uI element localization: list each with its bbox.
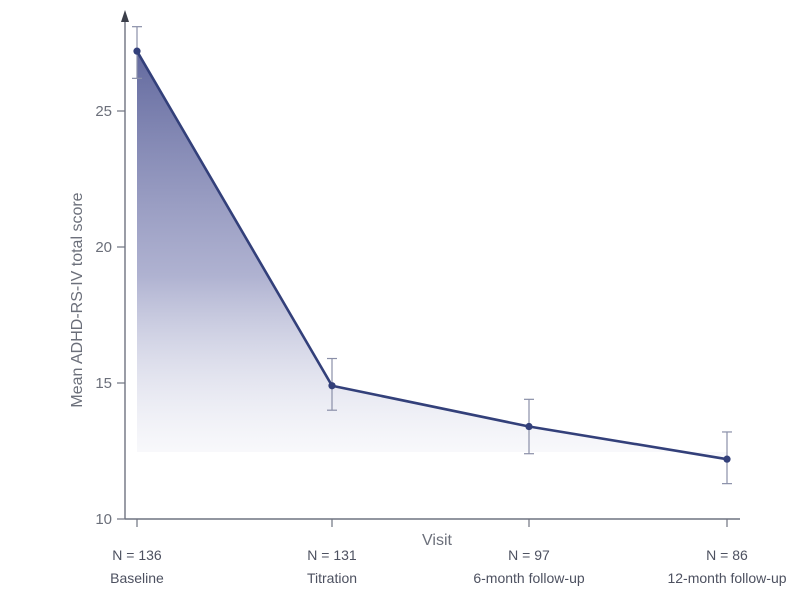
y-tick-label: 10 [95,511,112,528]
y-tick-label: 20 [95,239,112,256]
series-line [135,50,728,461]
sample-size-label: N = 136 [112,547,162,563]
series-line-layer [135,50,728,461]
shaded-area-layer [137,51,727,460]
category-label: Baseline [110,570,164,586]
y-axis-ticks: 10 15 20 25 [95,103,125,528]
y-tick-label: 15 [95,375,112,392]
category-label: 6-month follow-up [473,570,584,586]
y-tick-label: 25 [95,103,112,120]
x-axis-title: Visit [422,532,452,549]
sample-size-label: N = 86 [706,547,748,563]
data-points [133,47,731,463]
data-point [133,47,141,55]
category-label: 12-month follow-up [667,570,786,586]
data-point [328,382,336,390]
y-axis-arrow-icon [121,10,129,22]
shaded-area [137,51,727,460]
data-point [525,422,533,431]
category-label: Titration [307,570,357,586]
sample-size-label: N = 97 [508,547,550,563]
x-axis-ticks [136,519,728,527]
y-axis-title: Mean ADHD-RS-IV total score [69,192,86,407]
category-labels: N = 136 Baseline N = 131 Titration N = 97 6-m… [110,547,787,586]
sample-size-label: N = 131 [307,547,357,563]
data-point [723,455,731,463]
